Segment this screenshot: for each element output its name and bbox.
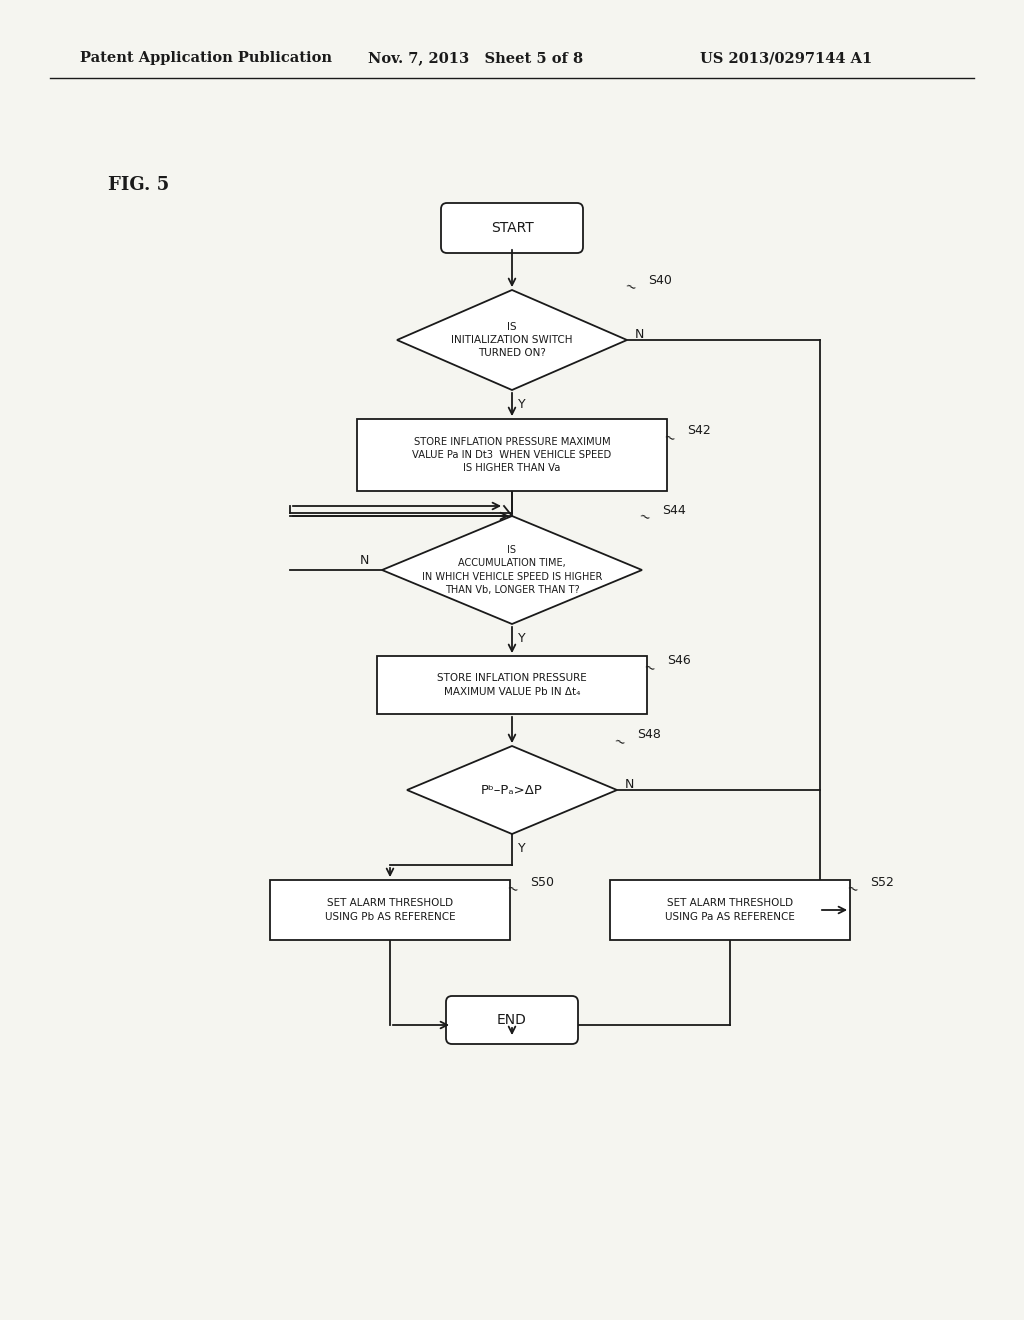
Text: N: N	[360, 553, 370, 566]
Text: Nov. 7, 2013   Sheet 5 of 8: Nov. 7, 2013 Sheet 5 of 8	[368, 51, 583, 65]
FancyBboxPatch shape	[446, 997, 578, 1044]
Text: Y: Y	[518, 842, 525, 854]
Text: S48: S48	[637, 729, 660, 742]
Text: N: N	[625, 777, 635, 791]
Text: IS
INITIALIZATION SWITCH
TURNED ON?: IS INITIALIZATION SWITCH TURNED ON?	[452, 322, 572, 358]
Text: S44: S44	[662, 503, 686, 516]
Text: ~: ~	[611, 734, 627, 751]
Bar	[610, 880, 850, 940]
Bar	[270, 880, 510, 940]
Text: Patent Application Publication: Patent Application Publication	[80, 51, 332, 65]
Text: US 2013/0297144 A1: US 2013/0297144 A1	[700, 51, 872, 65]
Text: FIG. 5: FIG. 5	[108, 176, 169, 194]
Text: S42: S42	[687, 425, 711, 437]
Text: Y: Y	[518, 631, 525, 644]
Text: START: START	[490, 220, 534, 235]
Polygon shape	[407, 746, 617, 834]
Text: STORE INFLATION PRESSURE MAXIMUM
VALUE Pa IN Dt3  WHEN VEHICLE SPEED
IS HIGHER T: STORE INFLATION PRESSURE MAXIMUM VALUE P…	[413, 437, 611, 473]
Polygon shape	[397, 290, 627, 389]
Polygon shape	[382, 516, 642, 624]
Text: S50: S50	[530, 875, 554, 888]
Text: SET ALARM THRESHOLD
USING Pb AS REFERENCE: SET ALARM THRESHOLD USING Pb AS REFERENC…	[325, 899, 456, 921]
Text: END: END	[497, 1012, 527, 1027]
Text: STORE INFLATION PRESSURE
MAXIMUM VALUE Pb IN Δt₄: STORE INFLATION PRESSURE MAXIMUM VALUE P…	[437, 673, 587, 697]
Text: Y: Y	[518, 397, 525, 411]
Bar	[377, 656, 647, 714]
Text: ~: ~	[844, 882, 860, 899]
Text: ~: ~	[662, 430, 677, 447]
Text: S40: S40	[648, 273, 672, 286]
Text: S52: S52	[870, 875, 894, 888]
Text: SET ALARM THRESHOLD
USING Pa AS REFERENCE: SET ALARM THRESHOLD USING Pa AS REFERENC…	[665, 899, 795, 921]
Text: IS
ACCUMULATION TIME,
IN WHICH VEHICLE SPEED IS HIGHER
THAN Vb, LONGER THAN T?: IS ACCUMULATION TIME, IN WHICH VEHICLE S…	[422, 545, 602, 595]
Text: S46: S46	[667, 655, 691, 668]
FancyBboxPatch shape	[441, 203, 583, 253]
Text: ~: ~	[623, 280, 638, 297]
Text: ~: ~	[504, 882, 520, 899]
Text: Pᵇ–Pₐ>ΔP: Pᵇ–Pₐ>ΔP	[481, 784, 543, 796]
Bar	[357, 418, 667, 491]
Text: ~: ~	[641, 660, 656, 677]
Text: N: N	[635, 327, 644, 341]
Text: ~: ~	[636, 510, 652, 527]
